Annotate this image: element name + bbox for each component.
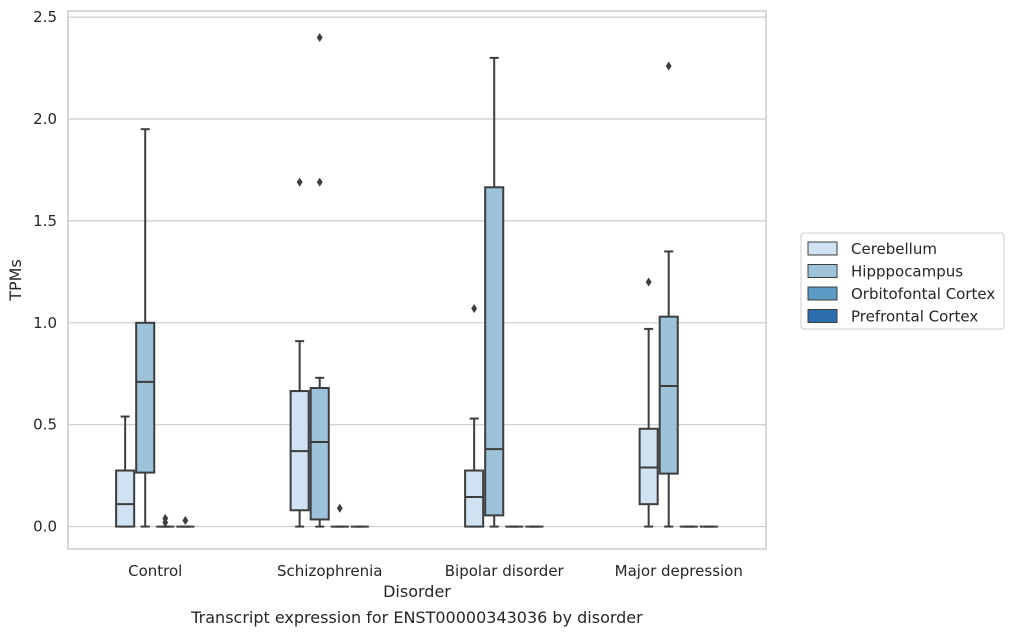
outlier-point	[645, 277, 652, 287]
box-hipppocampus	[658, 61, 679, 528]
box-cerebellum	[289, 177, 310, 528]
box-cerebellum	[638, 277, 659, 528]
y-tick-label: 1.5	[33, 212, 57, 230]
legend-entry-label: Orbitofontal Cortex	[851, 285, 995, 303]
iqr-box	[484, 186, 505, 517]
box-prefrontal-cortex	[176, 515, 195, 528]
box-hipppocampus	[484, 56, 505, 528]
box-cerebellum	[464, 304, 485, 528]
iqr-box	[309, 387, 330, 521]
legend: Cerebellum Hipppocampus Orbitofontal Corte…	[800, 232, 1005, 330]
y-tick-label: 0.5	[33, 416, 57, 434]
y-axis-label: TPMs	[6, 259, 25, 302]
outlier-point	[182, 515, 189, 525]
outlier-point	[316, 32, 323, 42]
box-hipppocampus	[135, 128, 156, 528]
outlier-point	[316, 177, 323, 187]
legend-swatch	[807, 264, 838, 278]
x-tick-label: Major depression	[615, 562, 743, 580]
iqr-box	[464, 469, 485, 528]
x-tick-labels: Control Schizophrenia Bipolar disorder Majo…	[128, 562, 743, 580]
legend-entry-label: Hipppocampus	[851, 263, 963, 281]
y-tick-label: 0.0	[33, 518, 57, 536]
iqr-box	[135, 321, 156, 474]
box-cerebellum	[115, 415, 136, 528]
legend-entry-label: Cerebellum	[851, 240, 937, 258]
plot-boxes	[115, 32, 718, 528]
legend-swatch	[807, 286, 838, 301]
y-tick-label: 2.0	[33, 110, 57, 128]
figure-caption: Transcript expression for ENST0000034303…	[190, 608, 643, 627]
outlier-point	[336, 503, 343, 513]
x-axis-label: Disorder	[383, 582, 451, 601]
x-tick-label: Control	[128, 562, 182, 580]
iqr-box	[638, 427, 659, 506]
box-orbitofontal-cortex	[330, 503, 349, 528]
box-hipppocampus	[309, 32, 330, 528]
iqr-box	[658, 315, 679, 475]
x-tick-label: Bipolar disorder	[445, 562, 565, 580]
outlier-point	[296, 177, 303, 187]
y-tick-label: 2.5	[33, 8, 57, 26]
plot-area-frame	[67, 10, 767, 550]
y-tick-label: 1.0	[33, 314, 57, 332]
x-tick-label: Schizophrenia	[277, 562, 382, 580]
legend-swatch	[807, 309, 838, 323]
iqr-box	[115, 469, 136, 528]
outlier-point	[162, 513, 169, 523]
legend-frame	[800, 232, 1005, 330]
box-orbitofontal-cortex	[156, 513, 175, 528]
outlier-point	[471, 304, 478, 314]
outlier-point	[665, 61, 672, 71]
y-tick-labels: 0.0 0.5 1.0 1.5 2.0 2.5	[33, 8, 57, 535]
legend-swatch	[807, 241, 838, 256]
legend-entry-label: Prefrontal Cortex	[851, 308, 978, 326]
